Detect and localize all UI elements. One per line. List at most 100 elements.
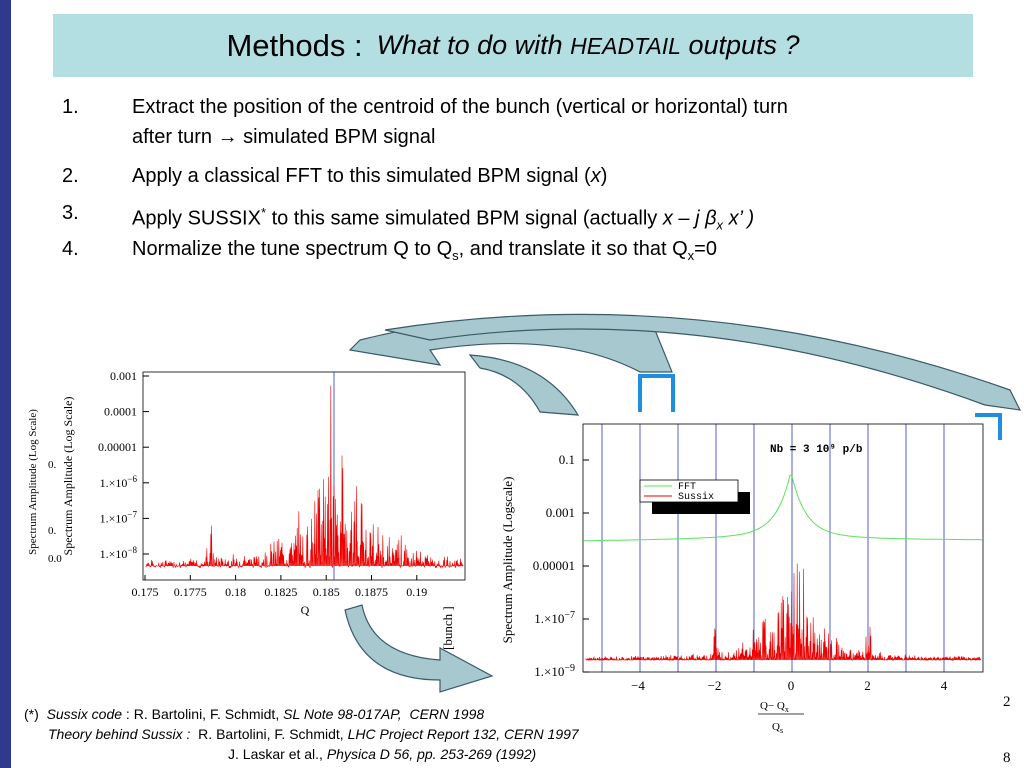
text: =0 — [694, 238, 717, 260]
title: Methods : — [226, 27, 363, 63]
text: J. Laskar et al. — [228, 746, 320, 762]
subtitle-part: What to do with — [376, 30, 571, 60]
tick-label: 0.1875 — [355, 585, 388, 599]
tick-label: 0.1775 — [174, 585, 207, 599]
tick-base: 1.×10 — [534, 611, 564, 626]
label-part: Q — [772, 721, 780, 733]
tick-label: 1.×10−8 — [100, 545, 138, 561]
left-plot-frame — [142, 371, 466, 581]
tick-base: 1.×10 — [100, 547, 128, 561]
text: Extract the position of the centroid of … — [132, 96, 788, 118]
tick-label: −4 — [631, 678, 645, 693]
tick-label: 0.0001 — [104, 405, 137, 419]
item-text: Apply SUSSIX* to this same simulated BPM… — [132, 198, 992, 241]
legend-label: FFT — [678, 482, 696, 493]
tick-label: 0.185 — [313, 585, 340, 599]
footnote: Theory behind Sussix : R. Bartolini, F. … — [48, 726, 579, 742]
item-number: 4. — [62, 238, 79, 260]
text: Physica D 56, pp. 253-269 (1992) — [326, 746, 537, 762]
title-box: Methods : What to do with HEADTAIL outpu… — [53, 14, 973, 77]
tick-label: 1.×10−7 — [100, 509, 138, 525]
x-axis-label: Q — [301, 603, 310, 617]
arrows — [344, 313, 1022, 693]
text: Apply SUSSIX — [132, 207, 261, 230]
tick-label: 4 — [941, 678, 948, 693]
tick-label: 0.00001 — [98, 440, 137, 454]
text: SL Note 98-017AP, CERN 1998 — [283, 706, 485, 722]
tick-exp: −8 — [127, 545, 137, 555]
item-number: 3. — [62, 202, 79, 224]
text: s — [452, 248, 459, 263]
text: Normalize the tune spectrum Q to Q — [132, 238, 453, 260]
tick-label: 0. — [48, 459, 57, 471]
text: after turn — [132, 126, 213, 148]
y-axis-label: Spectrum Amplitude (Log Scale) — [61, 397, 75, 556]
label-part: s — [780, 726, 783, 735]
side-label: [bunch ] — [440, 606, 455, 650]
text: simulated BPM signal — [243, 126, 436, 148]
arrow — [384, 313, 1022, 411]
arrow: → — [217, 126, 238, 148]
fft-curve — [584, 474, 982, 542]
tick-label: 0.001 — [546, 505, 575, 520]
tick-label: 1.×10−6 — [100, 474, 138, 490]
legend-label: Sussix — [678, 491, 714, 503]
tick-exp: −6 — [127, 474, 137, 484]
text: Theory behind Sussix : — [48, 726, 191, 742]
text: x — [687, 248, 695, 263]
bracket — [975, 413, 1002, 440]
footnote: (*) Sussix code : R. Bartolini, F. Schmi… — [24, 706, 484, 722]
tick-base: 1.×10 — [534, 664, 564, 679]
subtitle-part: HEADTAIL — [570, 33, 681, 59]
item-text: Apply a classical FFT to this simulated … — [132, 161, 992, 191]
tick-label: 0.19 — [406, 585, 427, 599]
text: : R. Bartolini, F. Schmidt, — [122, 706, 284, 722]
left-spectrum — [145, 385, 464, 569]
tick-label: 0.00001 — [533, 558, 575, 573]
item-number: 2. — [62, 165, 79, 187]
corner-number: 8 — [1003, 750, 1011, 766]
tick-label: 0.1 — [559, 452, 575, 467]
subtitle-part: outputs ? — [680, 30, 800, 60]
tick-label: 0.1825 — [264, 585, 297, 599]
tick-label: 0. — [48, 525, 57, 537]
y-axis-label: Spectrum Amplitude (Log Scale) — [27, 409, 39, 555]
text: x — [716, 217, 724, 233]
footnote: J. Laskar et al., Physica D 56, pp. 253-… — [228, 746, 536, 762]
spectrum-line — [585, 563, 982, 662]
tick-label: 0.0 — [48, 553, 62, 565]
tick-exp: −9 — [564, 663, 575, 674]
tick-exp: −7 — [127, 509, 137, 519]
text: ) — [600, 165, 608, 187]
label-part: x — [785, 705, 789, 714]
tick-base: 1.×10 — [100, 476, 128, 490]
text: R. Bartolini, F. Schmidt, — [190, 726, 348, 742]
x-axis-label: Qs — [772, 721, 783, 735]
text: x’ ) — [723, 207, 755, 230]
tick-base: 1.×10 — [100, 511, 128, 525]
item-number: 1. — [62, 96, 79, 118]
tick-exp: −7 — [564, 610, 575, 621]
text: (*) — [24, 706, 39, 722]
label-part: Q− Q — [760, 700, 785, 712]
item-text: Normalize the tune spectrum Q to Qs, and… — [132, 234, 992, 271]
text: , — [319, 746, 327, 762]
x-axis-label: Q− Qx — [760, 700, 789, 714]
tick-label: 1.×10−9 — [534, 663, 575, 679]
spectrum-line — [145, 385, 464, 569]
tick-label: 0.001 — [110, 369, 137, 383]
text: Sussix code — [46, 706, 123, 722]
text: to this same simulated BPM signal (actua… — [266, 207, 663, 230]
arrow — [344, 604, 494, 693]
bracket — [638, 374, 675, 412]
side-stripe — [0, 0, 11, 768]
text: x – j — [662, 207, 706, 230]
tick-label: −2 — [708, 678, 722, 693]
right-plot-frame — [582, 423, 984, 673]
tick-label: 1.×10−7 — [534, 610, 575, 626]
y-axis-label: Spectrum Amplitude (Logscale) — [500, 477, 515, 644]
left-plot-bg — [20, 365, 472, 627]
tick-label: 0 — [788, 678, 795, 693]
annotation: Nb = 3 10⁹ p/b — [770, 444, 863, 456]
